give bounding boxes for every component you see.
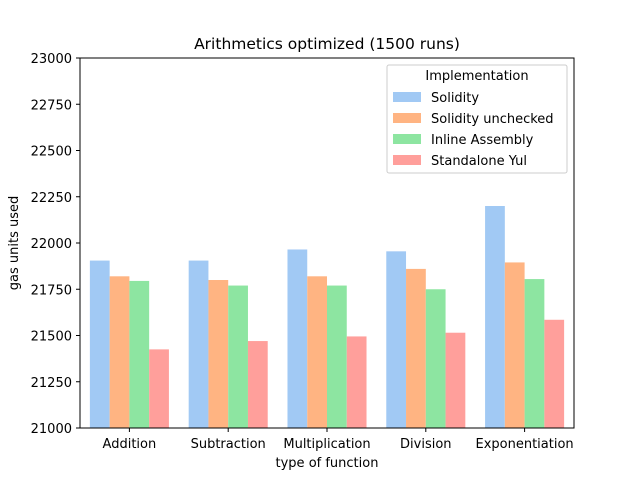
x-tick-label: Multiplication <box>283 437 370 452</box>
legend-box <box>386 64 568 174</box>
bar <box>228 285 248 428</box>
legend-label: Standalone Yul <box>431 154 527 169</box>
legend: Implementation Solidity Solidity unchecke… <box>386 64 568 174</box>
bar <box>129 280 150 428</box>
bar <box>346 336 367 428</box>
bar <box>89 260 110 428</box>
x-tick-label: Division <box>400 437 452 452</box>
bar <box>188 260 209 428</box>
bar <box>287 249 308 428</box>
y-tick-label: 22250 <box>31 191 72 206</box>
bar <box>445 332 466 428</box>
y-tick-label: 21500 <box>31 330 72 345</box>
bar <box>109 276 130 428</box>
bar <box>307 276 327 428</box>
y-axis-label: gas units used <box>7 196 22 290</box>
chart-title: Arithmetics optimized (1500 runs) <box>194 35 460 53</box>
bar <box>425 289 446 428</box>
x-axis: Addition Subtraction Multiplication Divisio… <box>103 428 574 452</box>
x-axis-label: type of function <box>276 456 379 471</box>
legend-swatch <box>393 134 421 144</box>
legend-label: Solidity unchecked <box>431 112 554 127</box>
x-tick-label: Addition <box>103 437 157 452</box>
y-tick-label: 21750 <box>31 283 72 298</box>
y-tick-label: 23000 <box>31 52 72 67</box>
x-tick-label: Exponentiation <box>476 437 574 452</box>
bar <box>485 206 505 428</box>
bar <box>149 349 169 428</box>
y-tick-label: 21000 <box>31 422 72 437</box>
bars-group <box>89 206 565 428</box>
bar <box>208 280 229 428</box>
y-tick-label: 22500 <box>31 145 72 160</box>
bar <box>544 319 565 428</box>
bar <box>406 268 426 428</box>
bar <box>327 285 347 428</box>
bar <box>504 262 525 428</box>
y-tick-label: 22000 <box>31 237 72 252</box>
bar <box>524 279 545 428</box>
legend-label: Solidity <box>431 91 479 106</box>
legend-label: Inline Assembly <box>431 133 534 148</box>
y-tick-label: 21250 <box>31 376 72 391</box>
legend-swatch <box>393 92 421 102</box>
bar <box>247 341 268 428</box>
x-tick-label: Subtraction <box>191 437 266 452</box>
bar <box>386 251 407 428</box>
legend-title: Implementation <box>425 69 528 84</box>
y-axis: 21000 21250 21500 21750 22000 22250 22500 22750… <box>31 52 80 437</box>
legend-swatch <box>393 155 421 165</box>
y-tick-label: 22750 <box>31 98 72 113</box>
legend-swatch <box>393 113 421 123</box>
